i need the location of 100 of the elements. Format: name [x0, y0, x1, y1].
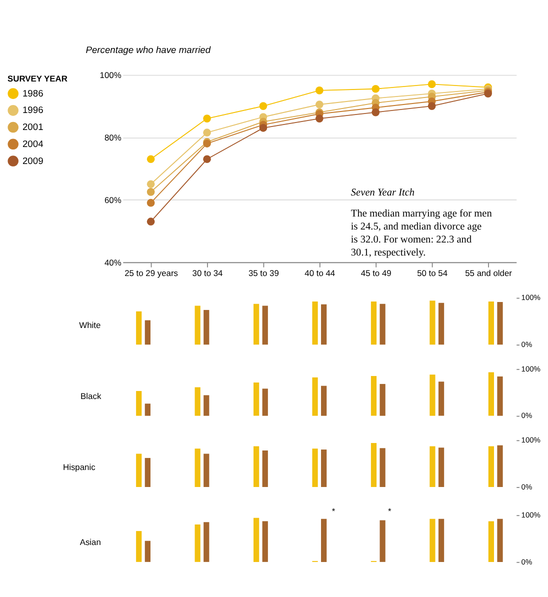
legend-label: 1996: [22, 105, 44, 116]
point: [372, 108, 380, 116]
bar: [194, 448, 200, 488]
bar: [144, 458, 150, 488]
x-tick-label: 35 to 39: [248, 268, 280, 278]
bar: [497, 445, 503, 488]
bar: [497, 518, 503, 562]
y-tick-label: 0%: [521, 557, 532, 566]
x-tick-label: 45 to 49: [360, 268, 392, 278]
y-tick-label: 100%: [100, 70, 122, 80]
point: [316, 114, 324, 122]
bar: [262, 521, 268, 562]
point: [259, 102, 268, 110]
y-tick-label: 100%: [521, 510, 541, 520]
bar: [136, 390, 142, 416]
bar: [497, 376, 503, 416]
bar: [253, 382, 260, 416]
point: [146, 180, 155, 188]
bar: [438, 518, 444, 562]
bar: [321, 518, 327, 562]
bar: [312, 377, 318, 416]
y-tick-label: 100%: [521, 364, 541, 374]
point: [146, 188, 155, 196]
y-axis-title: Black: [80, 390, 102, 401]
annotation: Seven Year Itch: [350, 188, 415, 199]
bar: [144, 320, 150, 345]
point: [428, 102, 436, 110]
bar: [370, 376, 377, 416]
y-tick-label: 40%: [104, 257, 122, 268]
bar: [438, 302, 444, 345]
x-tick-label: 50 to 54: [417, 268, 448, 278]
bar: [144, 404, 150, 416]
bar: [430, 446, 436, 488]
bar: [204, 522, 210, 562]
bar: [370, 302, 377, 345]
bar: [144, 540, 150, 562]
bar: [204, 454, 210, 488]
bar: [262, 306, 268, 345]
point: [146, 218, 155, 226]
y-tick-label: 0%: [521, 340, 532, 349]
bar: [136, 311, 142, 345]
bar: [430, 374, 436, 416]
y-tick-label: 0%: [521, 482, 532, 492]
bar: [262, 450, 268, 488]
legend-label: 2001: [22, 122, 44, 132]
point: [203, 155, 211, 164]
bar: [438, 382, 444, 416]
point: [316, 86, 324, 94]
bar: [430, 518, 436, 562]
point: [146, 155, 155, 164]
y-tick-label: 80%: [104, 132, 122, 143]
bar: [204, 395, 210, 416]
y-axis-title: Asian: [80, 537, 102, 548]
bar: [430, 300, 436, 345]
legend-label: 2004: [22, 138, 44, 149]
bar: [438, 448, 444, 488]
bar: [321, 386, 327, 416]
bar: [253, 304, 260, 345]
legend-label: 2009: [22, 156, 44, 166]
bar: [136, 531, 142, 562]
x-tick-label: 55 and older: [465, 268, 512, 278]
bar: [380, 520, 386, 562]
legend-title: SURVEY YEAR: [7, 73, 68, 84]
x-tick-label: 30 to 34: [192, 268, 224, 278]
bar: [194, 306, 200, 345]
point: [203, 114, 211, 122]
bar: [253, 518, 260, 562]
bar: [380, 448, 386, 488]
bar: [488, 302, 494, 345]
y-tick-label: 100%: [521, 436, 541, 445]
point: [428, 80, 436, 88]
y-tick-label: 100%: [521, 293, 541, 302]
bar: [370, 442, 377, 488]
bar: [312, 448, 318, 488]
bar: [380, 304, 386, 345]
bar: [321, 304, 327, 345]
annotation: *: [388, 506, 392, 516]
bar: [312, 302, 318, 345]
bar: [380, 384, 386, 416]
bar: [488, 372, 494, 416]
y-axis-title: Percentage who have married: [86, 44, 212, 55]
y-axis-title: White: [79, 320, 101, 330]
annotation: The median marrying age for men is 24.5, and median divorce age is 32.0. For women: 22.3 and 30.1, respectively.: [350, 208, 492, 259]
bar: [136, 454, 142, 488]
x-tick-label: 25 to 29 years: [124, 268, 178, 278]
bar: [488, 521, 494, 562]
y-tick-label: 60%: [104, 195, 122, 206]
bar: [321, 450, 327, 488]
annotation: *: [332, 506, 336, 516]
point: [203, 128, 211, 137]
bar: [262, 388, 268, 416]
legend-label: 1986: [22, 88, 44, 98]
bar: [253, 446, 260, 488]
y-tick-label: 0%: [521, 411, 532, 420]
point: [259, 124, 268, 132]
bar: [204, 310, 210, 345]
bar: [497, 302, 503, 345]
bar: [488, 446, 494, 488]
point: [146, 198, 155, 207]
bar: [194, 387, 200, 416]
